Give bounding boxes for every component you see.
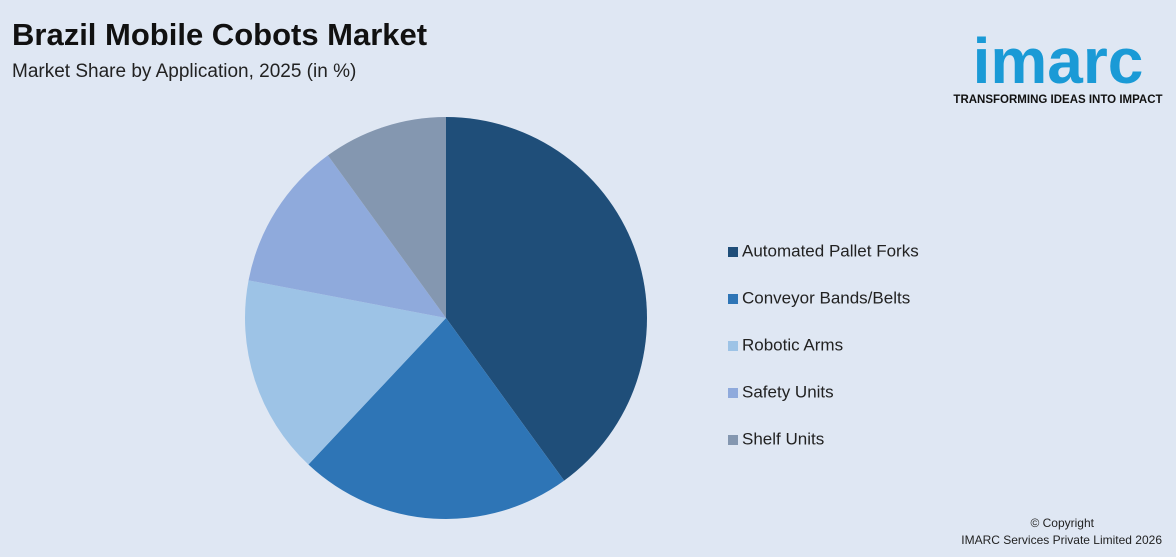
pie-slice <box>245 280 446 465</box>
legend-label: Conveyor Bands/Belts <box>742 288 910 307</box>
logo-tagline: TRANSFORMING IDEAS INTO IMPACT <box>953 94 1162 106</box>
pie <box>245 117 647 519</box>
legend-label: Automated Pallet Forks <box>742 241 919 260</box>
legend: Automated Pallet Forks Conveyor Bands/Bel… <box>728 241 919 448</box>
pie-slice <box>248 155 446 318</box>
legend-label: Safety Units <box>742 382 834 401</box>
pie-slice <box>327 117 446 318</box>
chart-title: Brazil Mobile Cobots Market <box>12 17 427 52</box>
legend-swatch <box>728 341 738 351</box>
legend-swatch <box>728 294 738 304</box>
pie-slice <box>446 117 647 481</box>
pie-slice <box>308 318 565 519</box>
legend-swatch <box>728 388 738 398</box>
copyright: © Copyright <box>1030 516 1094 530</box>
legend-label: Robotic Arms <box>742 335 843 354</box>
chart-subtitle: Market Share by Application, 2025 (in %) <box>12 61 356 82</box>
legend-swatch <box>728 247 738 257</box>
legend-label: Shelf Units <box>742 429 824 448</box>
logo-name: imarc <box>973 25 1144 97</box>
legend-swatch <box>728 435 738 445</box>
company: IMARC Services Private Limited 2026 <box>961 533 1162 547</box>
